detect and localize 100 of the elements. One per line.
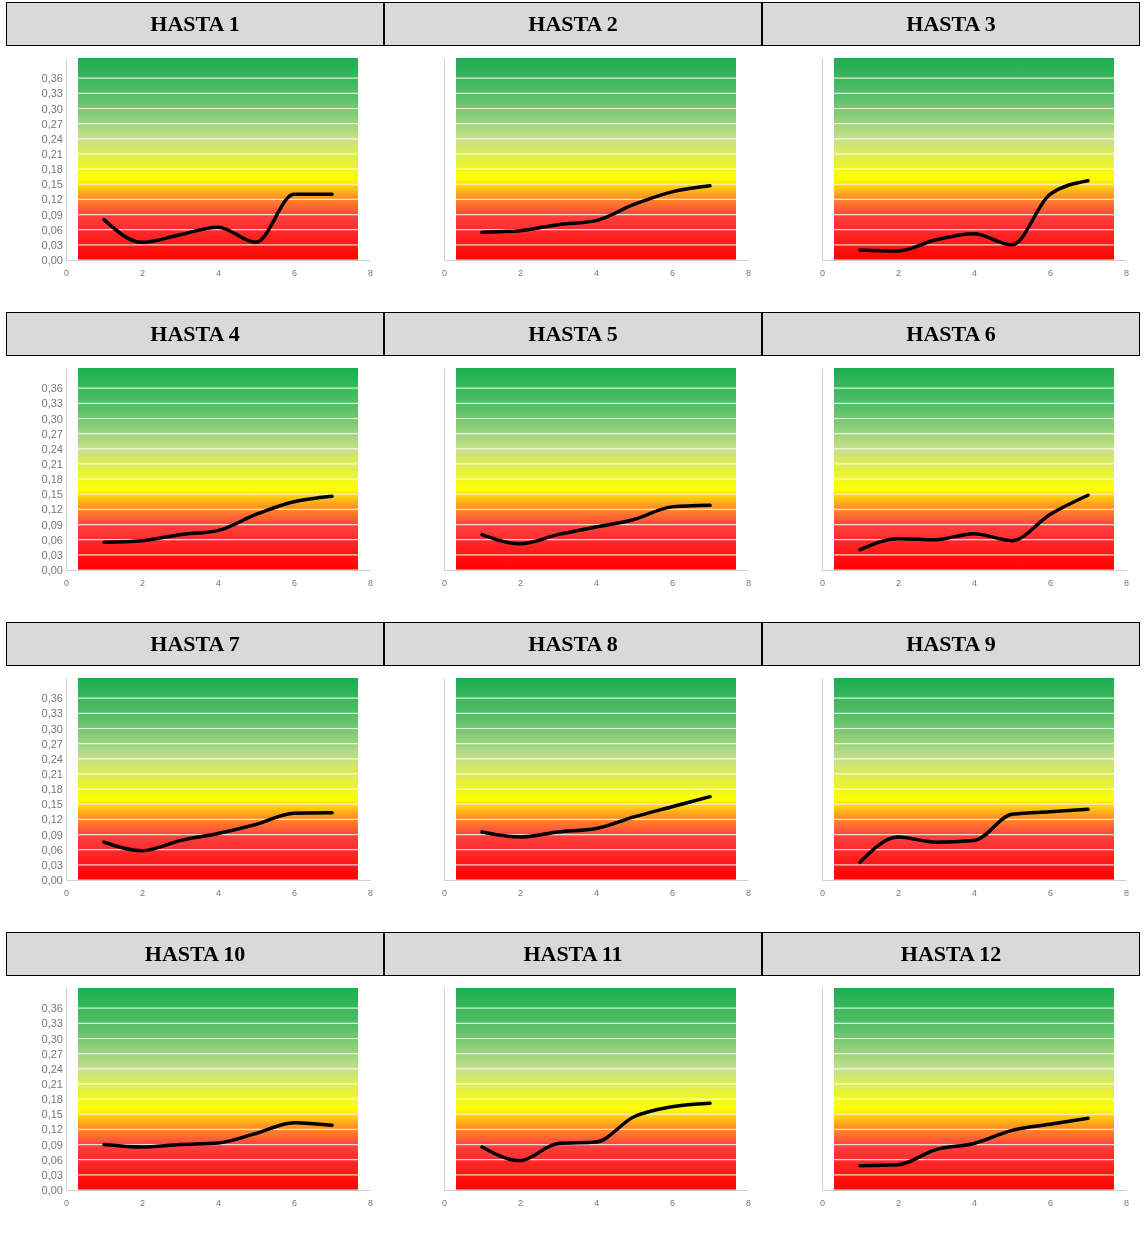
chart-title: HASTA 3 — [762, 2, 1140, 46]
y-tick-label: 0,24 — [41, 132, 63, 145]
x-tick-label: 0 — [63, 268, 70, 279]
chart-title: HASTA 11 — [384, 932, 762, 976]
line-series — [102, 811, 334, 853]
x-tick-label: 8 — [367, 1198, 374, 1209]
x-tick-label: 6 — [291, 888, 298, 899]
x-tick-label: 6 — [669, 268, 676, 279]
x-tick-label: 2 — [517, 888, 524, 899]
x-tick-label: 4 — [215, 578, 222, 589]
x-tick-label: 0 — [819, 578, 826, 589]
chart-title: HASTA 2 — [384, 2, 762, 46]
y-tick-label: 0,24 — [41, 752, 63, 765]
chart-title: HASTA 12 — [762, 932, 1140, 976]
x-tick-label: 2 — [895, 888, 902, 899]
x-tick-label: 2 — [517, 268, 524, 279]
x-tick-label: 8 — [1123, 268, 1130, 279]
x-tick-label: 8 — [745, 888, 752, 899]
y-tick-label: 0,09 — [41, 208, 63, 221]
x-tick-label: 2 — [139, 268, 146, 279]
y-tick-label: 0,18 — [41, 783, 63, 796]
y-tick-label: 0,18 — [41, 1093, 63, 1106]
x-tick-label: 0 — [819, 268, 826, 279]
x-tick-label: 2 — [139, 1198, 146, 1209]
y-tick-label: 0,12 — [41, 1123, 63, 1136]
x-tick-label: 6 — [291, 268, 298, 279]
x-tick-label: 8 — [1123, 888, 1130, 899]
chart-title: HASTA 1 — [6, 2, 384, 46]
x-tick-label: 0 — [441, 578, 448, 589]
x-tick-label: 2 — [895, 1198, 902, 1209]
x-tick-label: 6 — [1047, 268, 1054, 279]
x-tick-label: 2 — [139, 578, 146, 589]
x-tick-label: 8 — [1123, 1198, 1130, 1209]
x-tick-label: 0 — [441, 1198, 448, 1209]
x-tick-label: 8 — [1123, 578, 1130, 589]
x-tick-label: 0 — [63, 888, 70, 899]
y-tick-label: 0,27 — [41, 1047, 63, 1060]
y-tick-label: 0,27 — [41, 427, 63, 440]
x-tick-label: 8 — [745, 1198, 752, 1209]
y-tick-label: 0,03 — [41, 858, 63, 871]
x-tick-label: 6 — [669, 578, 676, 589]
x-tick-label: 6 — [1047, 888, 1054, 899]
y-tick-label: 0,21 — [41, 147, 63, 160]
y-tick-label: 0,18 — [41, 163, 63, 176]
x-tick-label: 4 — [593, 578, 600, 589]
x-tick-label: 0 — [63, 578, 70, 589]
x-tick-label: 4 — [215, 268, 222, 279]
y-tick-label: 0,27 — [41, 737, 63, 750]
y-tick-label: 0,24 — [41, 1062, 63, 1075]
x-tick-label: 6 — [291, 578, 298, 589]
x-tick-label: 6 — [291, 1198, 298, 1209]
y-tick-label: 0,27 — [41, 117, 63, 130]
x-tick-label: 4 — [215, 1198, 222, 1209]
y-tick-label: 0,15 — [41, 178, 63, 191]
x-tick-label: 8 — [745, 578, 752, 589]
x-tick-label: 0 — [819, 1198, 826, 1209]
y-tick-label: 0,24 — [41, 442, 63, 455]
x-tick-label: 0 — [441, 888, 448, 899]
x-tick-label: 8 — [367, 578, 374, 589]
chart-title: HASTA 8 — [384, 622, 762, 666]
x-tick-label: 2 — [895, 578, 902, 589]
y-tick-label: 0,18 — [41, 473, 63, 486]
x-tick-label: 2 — [895, 268, 902, 279]
line-series — [102, 192, 334, 245]
x-tick-label: 6 — [669, 888, 676, 899]
x-tick-label: 4 — [593, 1198, 600, 1209]
x-tick-label: 0 — [819, 888, 826, 899]
x-tick-label: 4 — [971, 268, 978, 279]
line-series — [102, 1121, 334, 1149]
y-tick-label: 0,15 — [41, 1108, 63, 1121]
x-tick-label: 8 — [367, 268, 374, 279]
y-tick-label: 0,06 — [41, 1153, 63, 1166]
y-tick-label: 0,00 — [41, 254, 63, 267]
y-tick-label: 0,30 — [41, 102, 63, 115]
y-tick-label: 0,30 — [41, 722, 63, 735]
chart-title: HASTA 4 — [6, 312, 384, 356]
y-tick-label: 0,09 — [41, 828, 63, 841]
line-series — [102, 494, 334, 544]
y-tick-label: 0,21 — [41, 767, 63, 780]
x-tick-label: 4 — [593, 888, 600, 899]
chart-title: HASTA 6 — [762, 312, 1140, 356]
y-tick-label: 0,36 — [41, 382, 63, 395]
x-tick-label: 6 — [1047, 578, 1054, 589]
y-tick-label: 0,00 — [41, 874, 63, 887]
y-tick-label: 0,36 — [41, 1002, 63, 1015]
y-tick-label: 0,30 — [41, 412, 63, 425]
y-tick-label: 0,33 — [41, 707, 63, 720]
x-tick-label: 8 — [367, 888, 374, 899]
y-tick-label: 0,06 — [41, 843, 63, 856]
y-tick-label: 0,33 — [41, 397, 63, 410]
x-tick-label: 4 — [971, 1198, 978, 1209]
x-tick-label: 6 — [669, 1198, 676, 1209]
x-tick-label: 2 — [139, 888, 146, 899]
y-tick-label: 0,15 — [41, 798, 63, 811]
x-tick-label: 2 — [517, 578, 524, 589]
y-tick-label: 0,33 — [41, 87, 63, 100]
y-tick-label: 0,03 — [41, 1168, 63, 1181]
y-tick-label: 0,12 — [41, 503, 63, 516]
x-tick-label: 8 — [745, 268, 752, 279]
chart-title: HASTA 7 — [6, 622, 384, 666]
